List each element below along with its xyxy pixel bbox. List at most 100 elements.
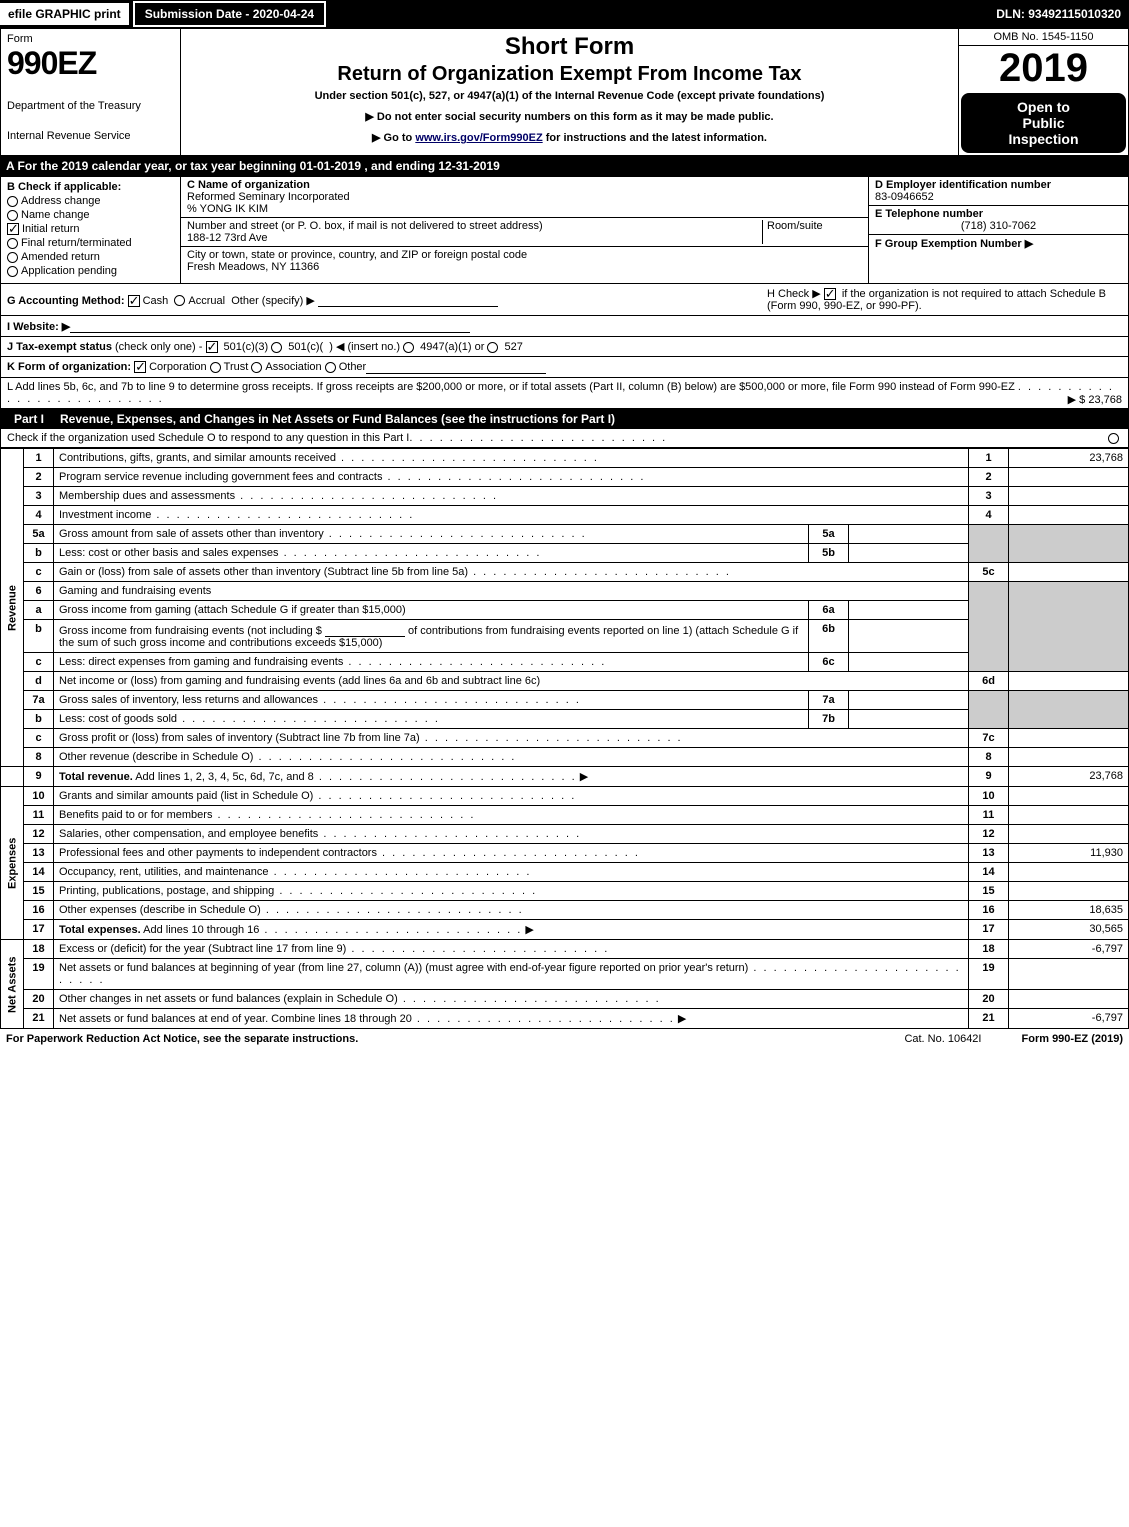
r6d-rn: 6d (969, 672, 1009, 691)
k-corp: Corporation (149, 361, 206, 373)
k-corp-check[interactable] (134, 361, 146, 373)
netassets-vert-label: Net Assets (1, 940, 24, 1029)
r7a-desc: Gross sales of inventory, less returns a… (54, 691, 809, 710)
j-501c3[interactable] (206, 341, 218, 353)
r9-rn: 9 (969, 767, 1009, 787)
k-trust-check[interactable] (210, 362, 221, 373)
r7b-mv (849, 710, 969, 729)
part1-title: Revenue, Expenses, and Changes in Net As… (60, 412, 1123, 426)
r11-desc: Benefits paid to or for members (54, 806, 969, 825)
footer: For Paperwork Reduction Act Notice, see … (0, 1029, 1129, 1049)
room-suite-label: Room/suite (762, 220, 862, 244)
part1-num: Part I (6, 412, 52, 426)
j-4947[interactable] (403, 342, 414, 353)
check-amended-return[interactable]: Amended return (7, 251, 174, 263)
r4-num: 4 (24, 506, 54, 525)
r21-num: 21 (24, 1009, 54, 1029)
check-application-pending[interactable]: Application pending (7, 265, 174, 277)
irs-link[interactable]: www.irs.gov/Form990EZ (415, 132, 542, 144)
accrual-check[interactable] (174, 295, 185, 306)
website-blank[interactable] (70, 319, 470, 333)
r3-rv (1009, 487, 1129, 506)
line-k-row: K Form of organization: Corporation Trus… (0, 357, 1129, 378)
r7-shade (969, 691, 1009, 729)
inspection: Inspection (965, 131, 1122, 147)
city-value: Fresh Meadows, NY 11366 (187, 261, 862, 273)
l-text: L Add lines 5b, 6c, and 7b to line 9 to … (7, 381, 1015, 393)
phone-value: (718) 310-7062 (875, 220, 1122, 232)
r15-num: 15 (24, 882, 54, 901)
r13-num: 13 (24, 844, 54, 863)
j-501c[interactable] (271, 342, 282, 353)
r11-rn: 11 (969, 806, 1009, 825)
d-label: D Employer identification number (875, 179, 1122, 191)
r6-desc: Gaming and fundraising events (54, 582, 969, 601)
r18-rv: -6,797 (1009, 940, 1129, 959)
r7b-desc: Less: cost of goods sold (54, 710, 809, 729)
cash-check[interactable] (128, 295, 140, 307)
dept-irs: Internal Revenue Service (7, 130, 174, 142)
r7c-rn: 7c (969, 729, 1009, 748)
k-other: Other (339, 361, 367, 373)
part1-check-dots (409, 432, 667, 444)
k-assoc-check[interactable] (251, 362, 262, 373)
h-text1: H Check ▶ (767, 288, 821, 300)
r7b-num: b (24, 710, 54, 729)
phone-row: E Telephone number (718) 310-7062 (869, 206, 1128, 235)
r10-desc: Grants and similar amounts paid (list in… (54, 787, 969, 806)
r5a-mn: 5a (809, 525, 849, 544)
submission-date: Submission Date - 2020-04-24 (133, 1, 326, 27)
org-name: Reformed Seminary Incorporated (187, 191, 862, 203)
r19-desc: Net assets or fund balances at beginning… (54, 959, 969, 990)
r5c-num: c (24, 563, 54, 582)
h-text3: (Form 990, 990-EZ, or 990-PF). (767, 300, 922, 312)
r5b-mv (849, 544, 969, 563)
j-527[interactable] (487, 342, 498, 353)
r10-rn: 10 (969, 787, 1009, 806)
omb-number: OMB No. 1545-1150 (959, 29, 1128, 46)
r6d-desc: Net income or (loss) from gaming and fun… (54, 672, 969, 691)
r16-rv: 18,635 (1009, 901, 1129, 920)
check-name-change[interactable]: Name change (7, 209, 174, 221)
part1-check-text: Check if the organization used Schedule … (7, 432, 409, 444)
org-name-row: C Name of organization Reformed Seminary… (181, 177, 868, 218)
r6-shade (969, 582, 1009, 672)
r21-rn: 21 (969, 1009, 1009, 1029)
r6c-mn: 6c (809, 653, 849, 672)
check-initial-return[interactable]: Initial return (7, 223, 174, 235)
line-i-row: I Website: ▶ (0, 316, 1129, 337)
r2-desc: Program service revenue including govern… (54, 468, 969, 487)
r11-num: 11 (24, 806, 54, 825)
k-other-blank[interactable] (366, 360, 546, 374)
city-label: City or town, state or province, country… (187, 249, 862, 261)
part1-schedule-o-check[interactable] (1108, 433, 1119, 444)
r18-desc: Excess or (deficit) for the year (Subtra… (54, 940, 969, 959)
header-right: OMB No. 1545-1150 2019 Open to Public In… (958, 29, 1128, 155)
r9-desc: Total revenue. Add lines 1, 2, 3, 4, 5c,… (54, 767, 969, 787)
check-final-return[interactable]: Final return/terminated (7, 237, 174, 249)
r8-rn: 8 (969, 748, 1009, 767)
h-check[interactable] (824, 288, 836, 300)
info-grid: B Check if applicable: Address change Na… (0, 176, 1129, 284)
form-header: Form 990EZ Department of the Treasury In… (0, 28, 1129, 156)
dln-number: DLN: 93492115010320 (988, 3, 1129, 25)
k-assoc: Association (265, 361, 321, 373)
r6d-num: d (24, 672, 54, 691)
r10-rv (1009, 787, 1129, 806)
column-b-checkboxes: B Check if applicable: Address change Na… (1, 177, 181, 283)
column-c-org-info: C Name of organization Reformed Seminary… (181, 177, 868, 283)
h-text2: if the organization is not required to a… (842, 288, 1106, 300)
r8-desc: Other revenue (describe in Schedule O) (54, 748, 969, 767)
r20-rv (1009, 990, 1129, 1009)
r15-rv (1009, 882, 1129, 901)
check-address-change[interactable]: Address change (7, 195, 174, 207)
other-specify-blank[interactable] (318, 293, 498, 307)
ein-value: 83-0946652 (875, 191, 1122, 203)
form-number: 990EZ (7, 45, 174, 82)
under-section: Under section 501(c), 527, or 4947(a)(1)… (187, 90, 952, 102)
k-other-check[interactable] (325, 362, 336, 373)
r6a-mn: 6a (809, 601, 849, 620)
r6-shade-val (1009, 582, 1129, 672)
efile-print-label[interactable]: efile GRAPHIC print (0, 3, 129, 25)
r10-num: 10 (24, 787, 54, 806)
